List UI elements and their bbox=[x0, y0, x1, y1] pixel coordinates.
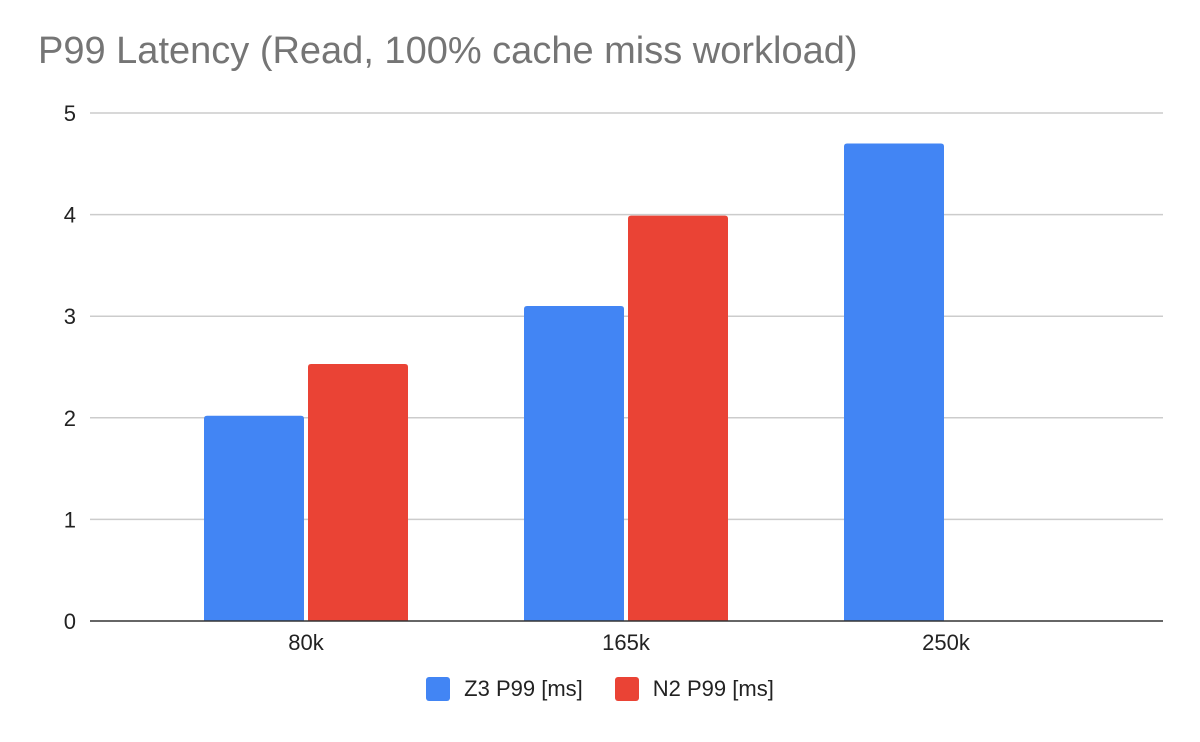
y-tick-label: 3 bbox=[64, 304, 76, 329]
bars bbox=[204, 143, 944, 622]
legend-swatch-z3 bbox=[426, 677, 451, 701]
x-tick-label: 250k bbox=[922, 630, 971, 655]
legend-label-n2: N2 P99 [ms] bbox=[652, 676, 774, 701]
y-tick-label: 1 bbox=[64, 507, 76, 532]
legend: Z3 P99 [ms] N2 P99 [ms] bbox=[0, 676, 1200, 702]
axes: 0 1 2 3 4 5 80k 165k 250k bbox=[64, 101, 1163, 655]
bar-z3-250k bbox=[844, 143, 944, 622]
bar-n2-165k bbox=[628, 215, 728, 621]
y-tick-label: 2 bbox=[64, 406, 76, 431]
y-tick-label: 4 bbox=[64, 203, 76, 228]
bar-n2-80k bbox=[308, 363, 408, 621]
legend-swatch-n2 bbox=[614, 677, 639, 701]
legend-item-z3[interactable]: Z3 P99 [ms] bbox=[426, 676, 583, 702]
bar-z3-80k bbox=[204, 415, 304, 621]
x-tick-label: 165k bbox=[602, 630, 651, 655]
legend-label-z3: Z3 P99 [ms] bbox=[464, 676, 583, 701]
x-tick-label: 80k bbox=[288, 630, 324, 655]
bar-z3-165k bbox=[524, 306, 624, 621]
legend-item-n2[interactable]: N2 P99 [ms] bbox=[614, 676, 774, 702]
y-tick-label: 5 bbox=[64, 101, 76, 126]
chart-title: P99 Latency (Read, 100% cache miss workl… bbox=[38, 30, 858, 72]
y-tick-label: 0 bbox=[64, 609, 76, 634]
